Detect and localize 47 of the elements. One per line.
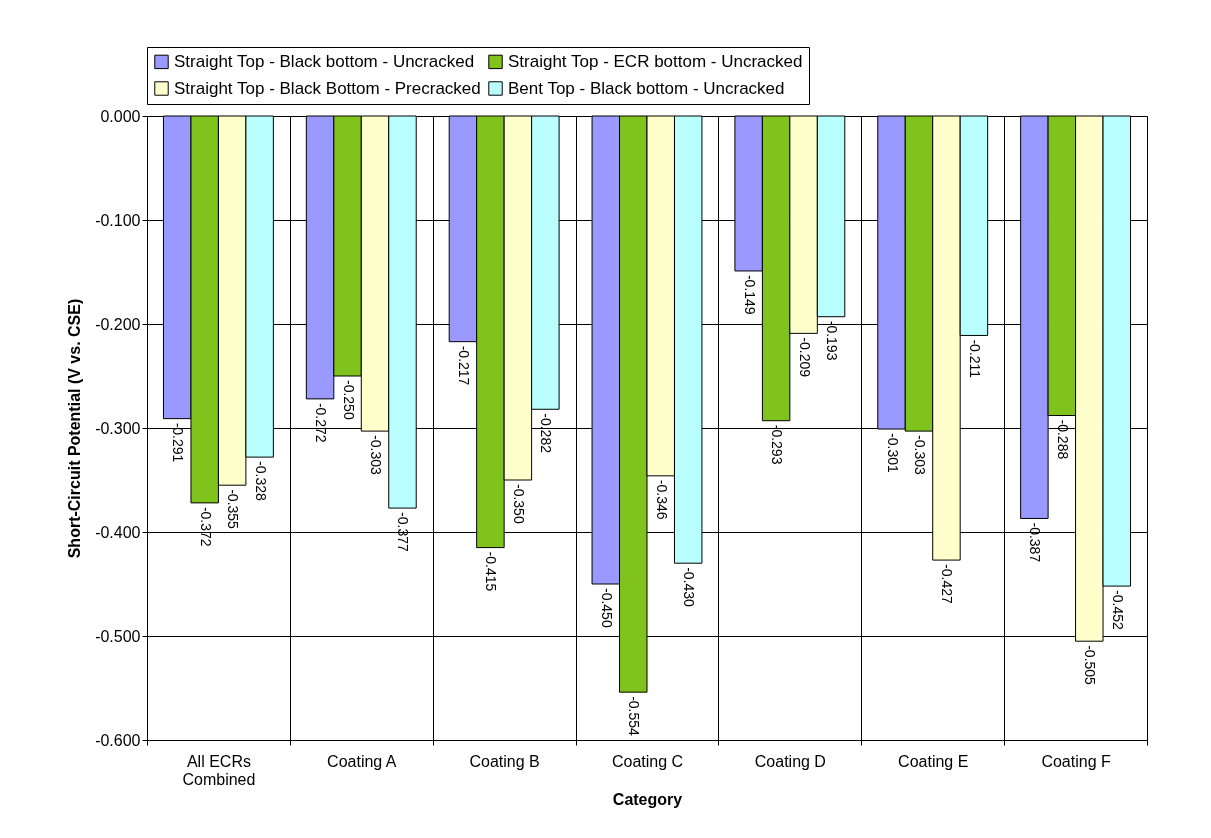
data-label: -0.193: [824, 320, 841, 361]
y-tick-label: -0.600: [95, 731, 141, 749]
legend-label: Bent Top - Black bottom - Uncracked: [508, 78, 785, 98]
data-label: -0.346: [653, 479, 670, 520]
data-label: -0.211: [966, 339, 983, 379]
x-tick-label: All ECRs Combined: [182, 752, 256, 788]
data-label: -0.427: [939, 564, 956, 604]
y-axis-title: Short-Circuit Potential (V vs. CSE): [66, 298, 84, 559]
data-label: -0.293: [769, 424, 786, 465]
x-tick-label: Coating A: [327, 752, 397, 770]
data-label: -0.288: [1054, 419, 1071, 460]
y-tick-label: -0.400: [95, 523, 141, 541]
legend-label: Straight Top - Black bottom - Uncracked: [174, 51, 475, 71]
data-label: -0.209: [796, 337, 813, 378]
x-tick-label: Coating D: [754, 752, 826, 770]
data-label: -0.149: [741, 274, 758, 315]
legend-label: Straight Top - Black Bottom - Precracked: [174, 78, 481, 98]
data-label: -0.355: [225, 489, 242, 530]
y-tick-label: 0.000: [100, 107, 141, 125]
data-label: -0.430: [681, 567, 698, 608]
data-label: -0.303: [368, 435, 385, 476]
data-label: -0.303: [911, 435, 928, 476]
y-tick-label: -0.500: [95, 627, 141, 645]
data-label: -0.301: [884, 433, 901, 473]
data-label: -0.452: [1109, 590, 1126, 630]
data-label: -0.387: [1027, 522, 1044, 563]
x-tick-label: Coating B: [469, 752, 540, 770]
y-tick-label: -0.200: [95, 315, 141, 333]
legend-label: Straight Top - ECR bottom - Uncracked: [508, 51, 803, 71]
data-label: -0.554: [626, 696, 643, 737]
data-label: -0.415: [483, 551, 500, 592]
data-label: -0.450: [598, 588, 615, 628]
data-label: -0.250: [340, 380, 357, 420]
y-tick-label: -0.300: [95, 419, 141, 437]
data-label: -0.372: [197, 506, 214, 547]
data-label: -0.272: [313, 402, 330, 443]
data-label: -0.282: [538, 413, 555, 454]
x-axis-title: Category: [612, 790, 683, 808]
x-tick-label: Coating F: [1041, 752, 1111, 770]
x-tick-label: Coating E: [898, 752, 969, 770]
y-tick-label: -0.100: [95, 211, 141, 229]
data-label: -0.328: [252, 461, 269, 502]
data-label: -0.217: [455, 345, 472, 386]
data-label: -0.505: [1082, 645, 1099, 686]
data-label: -0.350: [510, 484, 527, 524]
x-tick-label: Coating C: [611, 752, 684, 770]
data-label: -0.377: [395, 512, 412, 552]
